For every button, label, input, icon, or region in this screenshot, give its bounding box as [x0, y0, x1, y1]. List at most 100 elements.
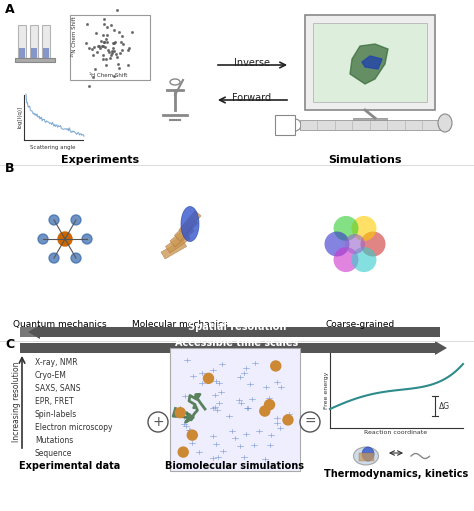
Point [118, 32, 126, 40]
Bar [31, 48, 37, 60]
Bar [276, 327, 280, 337]
Bar [19, 48, 25, 60]
Ellipse shape [181, 206, 199, 242]
Bar [284, 343, 288, 353]
Bar [344, 327, 348, 337]
Circle shape [300, 412, 320, 432]
Bar [52, 343, 56, 353]
Bar [179, 211, 201, 235]
Point [90, 43, 98, 51]
Text: log[I(q)]: log[I(q)] [18, 106, 23, 128]
Bar [292, 327, 296, 337]
Bar [416, 343, 420, 353]
Bar [64, 343, 68, 353]
Bar [92, 327, 96, 337]
Bar [356, 327, 360, 337]
Text: Sequence: Sequence [35, 449, 73, 458]
Bar [196, 343, 200, 353]
Circle shape [264, 400, 274, 410]
Bar [372, 327, 376, 337]
Text: Electron microscopy: Electron microscopy [35, 423, 112, 432]
Bar [192, 327, 196, 337]
Point [101, 43, 109, 52]
Point [85, 82, 93, 90]
Bar [120, 343, 124, 353]
Bar [248, 327, 252, 337]
Bar [28, 327, 32, 337]
Point [114, 6, 121, 14]
Text: Molecular mechanics: Molecular mechanics [132, 320, 228, 329]
Point [116, 49, 124, 57]
Bar [208, 343, 212, 353]
Bar [92, 343, 96, 353]
Bar [188, 327, 192, 337]
Bar [88, 327, 92, 337]
Circle shape [71, 215, 81, 225]
Bar [40, 343, 44, 353]
Text: ¹H Chem Shift: ¹H Chem Shift [89, 73, 127, 78]
Point [108, 49, 116, 57]
Bar [376, 343, 380, 353]
Point [103, 22, 111, 31]
Circle shape [58, 232, 72, 246]
Point [100, 15, 108, 23]
Bar [124, 343, 128, 353]
Bar [64, 327, 68, 337]
Bar [280, 343, 284, 353]
Text: ¹⁵N Chem Shift: ¹⁵N Chem Shift [72, 16, 77, 57]
Bar [344, 343, 348, 353]
Bar [220, 343, 224, 353]
Bar [332, 327, 336, 337]
Bar [300, 343, 304, 353]
Bar [320, 343, 324, 353]
Point [92, 29, 100, 37]
Bar [276, 343, 280, 353]
Bar [44, 343, 48, 353]
Bar [244, 327, 248, 337]
Bar [224, 327, 228, 337]
Text: B: B [5, 162, 15, 175]
Point [103, 37, 111, 45]
Circle shape [49, 215, 59, 225]
Point [100, 37, 108, 45]
Bar [148, 327, 152, 337]
Bar [104, 343, 108, 353]
Bar [260, 327, 264, 337]
Bar [275, 115, 295, 135]
Bar [228, 327, 232, 337]
Bar [364, 343, 368, 353]
Bar [304, 343, 308, 353]
Bar [52, 327, 56, 337]
Text: Scattering angle: Scattering angle [30, 145, 76, 150]
Point [100, 55, 107, 63]
Bar [359, 453, 374, 461]
Bar [268, 327, 272, 337]
Bar [24, 327, 28, 337]
Bar [15, 58, 55, 62]
Bar [220, 327, 224, 337]
Bar [388, 327, 392, 337]
Bar [43, 48, 49, 60]
Ellipse shape [170, 79, 180, 85]
Point [83, 19, 91, 28]
Bar [336, 343, 340, 353]
Bar [100, 343, 104, 353]
Bar [412, 343, 416, 353]
Point [125, 61, 132, 69]
Bar [340, 327, 344, 337]
Bar [260, 343, 264, 353]
Bar [80, 327, 84, 337]
Bar [240, 343, 244, 353]
Bar [156, 327, 160, 337]
Circle shape [49, 253, 59, 263]
Circle shape [148, 412, 168, 432]
Point [100, 37, 108, 45]
Bar [68, 343, 72, 353]
Bar [48, 343, 52, 353]
Text: Cryo-EM: Cryo-EM [35, 371, 67, 380]
Bar [392, 327, 396, 337]
Bar [348, 343, 352, 353]
Bar [40, 327, 44, 337]
Text: Coarse-grained: Coarse-grained [325, 320, 395, 329]
Text: Inverse: Inverse [234, 58, 270, 68]
